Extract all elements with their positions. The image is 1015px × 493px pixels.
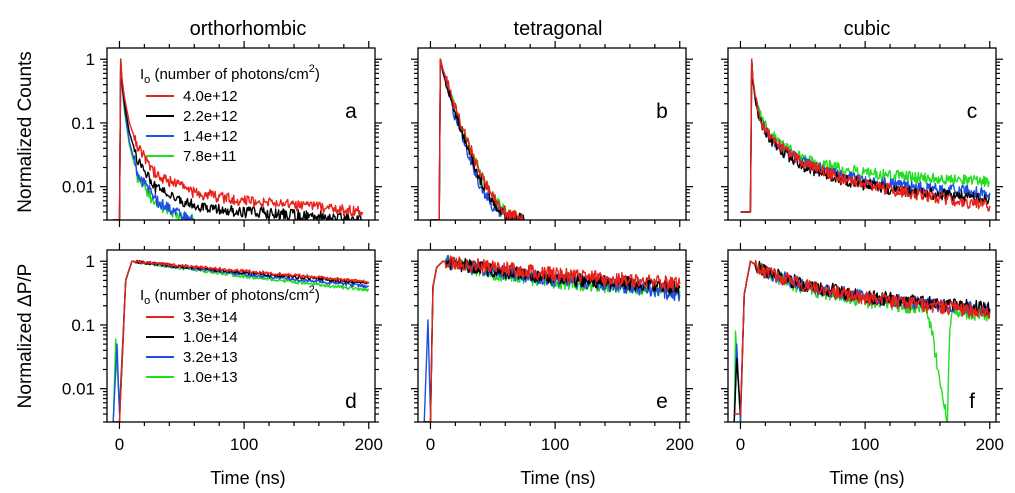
series-line-d-3.3e+14 [113,260,370,422]
x-axis-label-3: Time (ns) [829,468,904,488]
plot-frame-e [417,249,687,423]
series-line-e-3.2e+13 [423,254,681,422]
panel-letter-d: d [345,390,357,413]
panel-c: c [721,41,1003,227]
x-axis-label-1: Time (ns) [210,468,285,488]
legend-label-top: 1.4e+12 [183,128,238,145]
legend-bottom: Io (number of photons/cm2) 3.3e+14 1.0e+14… [140,284,320,386]
series-line-f-3.3e+14 [734,259,991,415]
legend-label-top: 2.2e+12 [183,108,238,125]
series-line-d-1.0e+13 [112,260,370,422]
y-tick-label-a: 0.1 [71,114,95,133]
traces-a [113,58,364,220]
y-tick-label-d: 0.01 [62,380,95,399]
panel-f: 0 100 200 f [721,243,1004,454]
series-line-e-3.3e+14 [424,255,681,422]
y-axis-label-bottom: Normalized ΔP/P [15,264,36,409]
series-line-b-2.2e+12 [430,58,525,220]
x-tick-label-d: 200 [355,435,383,454]
legend-top: Io (number of photons/cm2) 4.0e+12 2.2e+12… [140,63,320,165]
plot-frame-c [727,47,997,221]
panel-letter-c: c [967,100,978,123]
series-line-f-3.2e+13 [733,260,991,422]
legend-title-top: Io (number of photons/cm2) [140,63,320,86]
traces-e [423,254,681,422]
y-tick-label-d: 1 [86,252,95,271]
traces-c [740,58,991,213]
panel-letter-e: e [656,390,668,413]
y-tick-label-d: 0.1 [71,316,95,335]
plot-frame-b [417,47,687,221]
series-line-b-4.0e+12 [430,58,524,220]
series-line-a-1.4e+12 [113,58,195,220]
x-tick-label-f: 200 [976,435,1004,454]
legend-label-bottom: 3.2e+13 [183,349,238,366]
legend-title-bottom: Io (number of photons/cm2) [140,284,320,307]
traces-d [112,259,370,422]
series-line-e-1.0e+13 [424,254,681,422]
traces-f [733,259,991,422]
series-line-a-2.2e+12 [113,58,363,220]
series-line-d-3.2e+13 [112,260,370,422]
x-tick-label-f: 100 [851,435,879,454]
panel-a: 1 0.1 0.01 a [62,41,382,227]
y-tick-label-a: 1 [86,50,95,69]
plot-frame-d [106,249,376,423]
plot-frame-a [106,47,376,221]
legend-label-bottom: 1.0e+13 [183,369,238,386]
panel-letter-a: a [345,100,357,123]
series-line-d-1.0e+14 [113,259,370,422]
y-axis-label-top: Normalized Counts [15,51,36,213]
x-tick-label-f: 0 [736,435,745,454]
series-line-c-4.0e+12 [740,58,991,213]
y-tick-label-a: 0.01 [62,178,95,197]
plot-frame-f [727,249,997,423]
series-line-f-1.0e+14 [733,260,991,422]
column-title-cubic: cubic [844,18,891,40]
series-line-f-1.0e+13 [733,260,991,422]
x-tick-label-e: 100 [541,435,569,454]
legend-label-bottom: 3.3e+14 [183,309,238,326]
panel-letter-b: b [656,100,668,123]
legend-label-top: 7.8e+11 [183,148,237,165]
series-line-c-7.8e+11 [740,58,991,213]
panel-d: 1 0.1 0.01 0 100 200 d [62,243,383,454]
column-title-orthorhombic: orthorhombic [190,18,307,40]
legend-label-bottom: 1.0e+14 [183,329,238,346]
x-tick-label-d: 100 [230,435,258,454]
panel-b: b [411,41,693,227]
traces-b [430,58,525,220]
legend-label-top: 4.0e+12 [183,88,238,105]
panel-e: 0 100 200 e [411,243,694,454]
panels: 1 0.1 0.01 a b c 1 0.1 0.01 0 100 200 d 0 100 200 e 0 100 2… [62,41,1004,454]
legends: Io (number of photons/cm2) 4.0e+12 2.2e+12… [140,63,320,386]
x-axis-label-2: Time (ns) [520,468,595,488]
column-title-tetragonal: tetragonal [514,18,603,40]
series-line-a-4.0e+12 [113,58,364,220]
x-tick-label-e: 200 [666,435,694,454]
panel-letter-f: f [969,390,975,413]
series-line-b-1.4e+12 [430,58,518,220]
x-tick-label-e: 0 [426,435,435,454]
series-line-b-7.8e+11 [430,58,524,220]
x-tick-label-d: 0 [115,435,124,454]
